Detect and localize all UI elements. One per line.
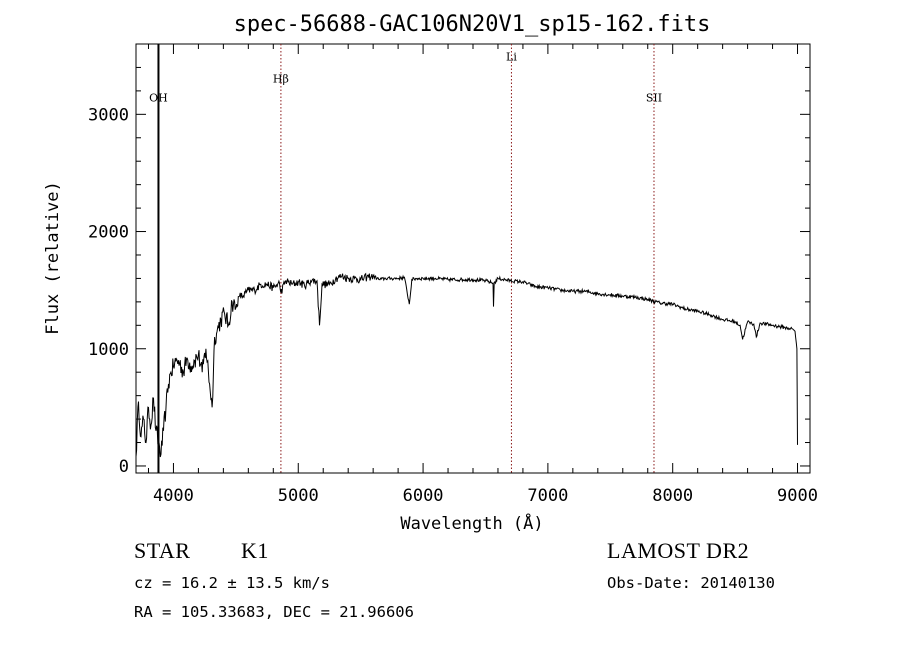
x-axis-label: Wavelength (Å) <box>400 512 543 534</box>
spectral-line-label: Li <box>506 50 517 63</box>
y-axis-label: Flux (relative) <box>43 181 63 335</box>
x-tick-label: 6000 <box>403 486 444 506</box>
x-tick-label: 4000 <box>153 486 194 506</box>
x-tick-label: 7000 <box>527 486 568 506</box>
chart-title: spec-56688-GAC106N20V1_sp15-162.fits <box>234 12 711 37</box>
axis-ticks: 4000 5000 6000 7000 8000 9000 0 1000 2000 3000 <box>88 43 818 506</box>
obs-date-text: Obs-Date: 20140130 <box>607 574 775 592</box>
x-tick-label: 9000 <box>777 486 818 506</box>
spectral-line-label: Hβ <box>273 73 289 86</box>
plot-frame <box>135 43 811 474</box>
spectral-line-label: SII <box>646 91 662 104</box>
y-tick-label: 2000 <box>88 223 129 243</box>
spectral-line-markers: OH Hβ Li SII <box>149 44 662 473</box>
spectrum-series-line <box>135 272 798 458</box>
object-class-label: STAR <box>134 538 191 563</box>
y-tick-label: 0 <box>119 457 129 477</box>
y-tick-label: 3000 <box>88 105 129 125</box>
spectrum-series-layer <box>135 272 798 458</box>
spectral-line-label: OH <box>149 91 168 104</box>
redshift-text: cz = 16.2 ± 13.5 km/s <box>134 574 330 592</box>
y-tick-label: 1000 <box>88 340 129 360</box>
coordinates-text: RA = 105.33683, DEC = 21.96606 <box>134 603 414 621</box>
survey-label: LAMOST DR2 <box>607 538 750 563</box>
x-tick-label: 5000 <box>278 486 319 506</box>
subclass-label: K1 <box>241 538 269 563</box>
x-tick-label: 8000 <box>652 486 693 506</box>
